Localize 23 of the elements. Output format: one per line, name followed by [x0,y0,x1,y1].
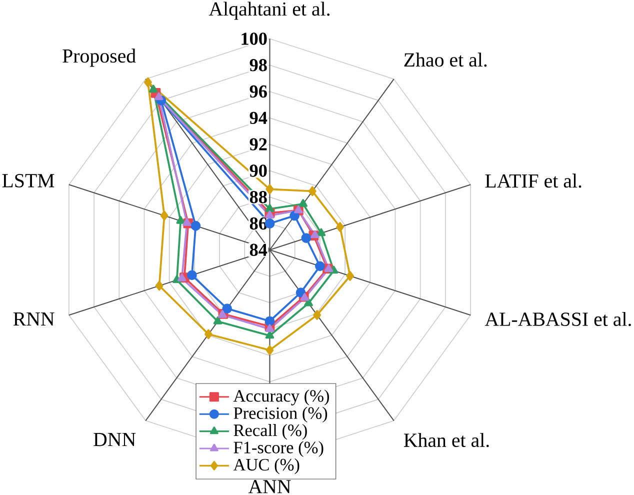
legend-label: Precision (%) [234,406,328,423]
spoke-label: AL-ABASSI et al. [484,312,631,326]
legend-label: Recall (%) [234,424,307,440]
spoke-label: LATIF et al. [485,174,582,188]
legend-label: Accuracy (%) [233,390,329,406]
y-tick-label: 84 [250,244,268,256]
y-tick-label: 100 [242,32,267,45]
y-tick-label: 92 [250,138,267,150]
spoke-label: DNN [94,433,136,446]
spoke-label: Zhao et al. [404,52,487,67]
spoke-label: Proposed [62,48,136,67]
y-tick-label: 96 [250,86,267,98]
y-tick-label: 88 [250,191,267,204]
y-tick-label: 98 [250,59,267,72]
spoke-label: Khan et al. [404,433,489,448]
spoke-label: ANN [248,480,291,494]
spoke-label: RNN [13,312,54,326]
legend-label: AUC (%) [233,458,300,474]
spoke-label: Alqahtani et al. [208,2,330,20]
legend-label: F1-score (%) [234,441,324,457]
y-tick-label: 90 [250,164,267,177]
spoke-label: LSTM [2,174,54,188]
y-tick-label: 94 [250,112,268,124]
